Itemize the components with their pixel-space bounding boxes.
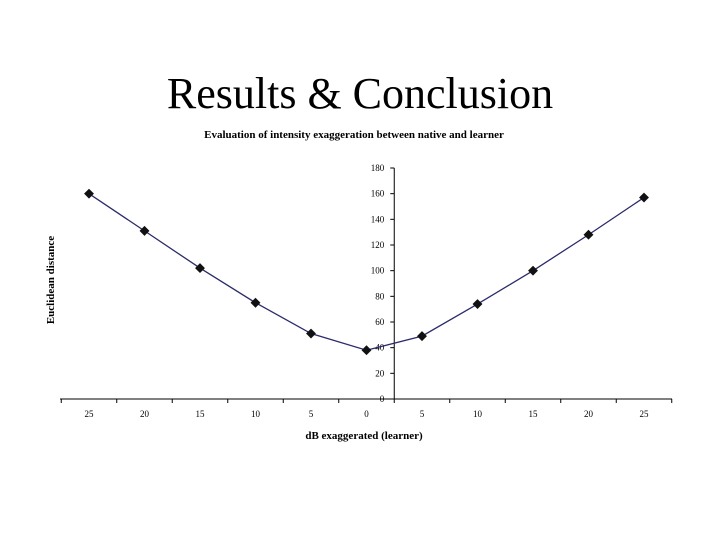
chart-title: Evaluation of intensity exaggeration bet… — [204, 129, 504, 141]
x-tick-label: 15 — [196, 409, 206, 419]
y-tick-label: 180 — [371, 163, 385, 173]
data-point — [84, 188, 94, 199]
y-tick-label: 80 — [375, 291, 385, 301]
y-tick-label: 0 — [380, 394, 385, 404]
y-tick-label: 60 — [375, 317, 385, 327]
x-axis-label: dB exaggerated (learner) — [305, 430, 423, 442]
x-tick-label: 15 — [529, 409, 539, 419]
data-point — [306, 328, 316, 339]
y-tick-label: 160 — [371, 189, 385, 199]
y-tick-label: 140 — [371, 214, 385, 224]
x-tick-label: 25 — [640, 409, 650, 419]
data-point — [361, 345, 372, 356]
y-tick-label: 100 — [371, 266, 385, 276]
slide-title: Results & Conclusion — [166, 69, 554, 118]
x-tick-label: 5 — [309, 409, 314, 419]
x-tick-label: 0 — [364, 409, 369, 419]
data-point — [583, 229, 594, 240]
x-tick-label: 10 — [251, 409, 261, 419]
x-tick-label: 20 — [584, 409, 594, 419]
data-point — [472, 299, 483, 309]
y-tick-label: 20 — [375, 368, 385, 378]
x-tick-label: 25 — [85, 409, 95, 419]
y-tick-label: 40 — [375, 343, 385, 353]
chart-ticks: 25 20 15 10 5 0 5 10 15 20 25 0 20 40 60 80 100 120 140 160… — [60, 163, 673, 419]
y-axis-label: Euclidean distance — [45, 236, 57, 324]
x-tick-label: 5 — [420, 409, 425, 419]
y-tick-label: 120 — [371, 240, 385, 250]
data-point — [195, 263, 205, 274]
line-chart: Evaluation of intensity exaggeration bet… — [45, 129, 673, 442]
chart-axes — [60, 168, 672, 400]
data-point — [139, 225, 150, 236]
series-line — [88, 193, 645, 351]
data-point — [639, 192, 649, 203]
data-point — [528, 265, 538, 276]
data-point — [250, 297, 261, 308]
data-point — [417, 331, 427, 342]
x-tick-label: 20 — [140, 409, 150, 419]
chart-series — [84, 188, 649, 356]
x-tick-label: 10 — [473, 409, 483, 419]
